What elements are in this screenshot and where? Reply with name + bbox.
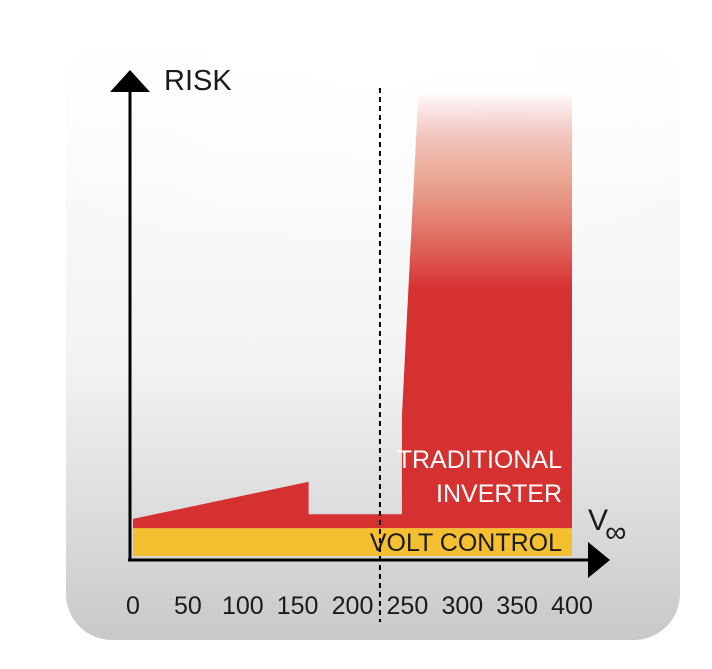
y-axis-label: RISK	[164, 65, 232, 97]
x-tick-label: 250	[387, 592, 429, 620]
series-label-volt-control: VOLT CONTROL	[370, 529, 562, 557]
x-tick-label: 100	[222, 592, 264, 620]
x-tick-label: 300	[441, 592, 483, 620]
series-label-traditional-inverter-line: INVERTER	[436, 480, 562, 508]
series-volt-control-band	[133, 528, 572, 556]
x-axis-label-symbol: ∞	[605, 516, 626, 549]
x-tick-label: 400	[551, 592, 593, 620]
x-axis-arrowhead	[588, 542, 610, 578]
y-axis-arrowhead	[110, 70, 150, 92]
x-tick-label: 0	[126, 592, 140, 620]
x-tick-label: 150	[277, 592, 319, 620]
x-axis-label: V	[588, 504, 608, 537]
series-traditional-inverter-area	[133, 92, 572, 529]
x-tick-label: 200	[332, 592, 374, 620]
x-tick-label: 350	[496, 592, 538, 620]
x-tick-label: 50	[174, 592, 202, 620]
chart-background-highlight	[66, 40, 680, 400]
series-label-traditional-inverter-line: TRADITIONAL	[397, 446, 562, 474]
